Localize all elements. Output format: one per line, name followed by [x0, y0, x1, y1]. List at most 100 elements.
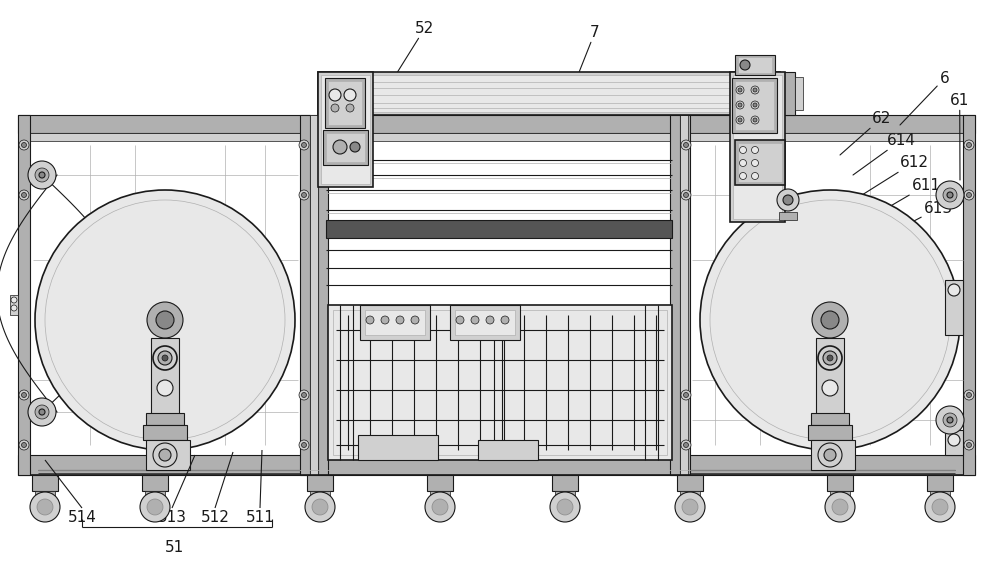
- Circle shape: [425, 492, 455, 522]
- Circle shape: [344, 89, 356, 101]
- Bar: [680, 491, 700, 499]
- Circle shape: [302, 142, 306, 148]
- Bar: [811, 413, 849, 425]
- Bar: [328, 305, 672, 460]
- Circle shape: [943, 413, 957, 427]
- Bar: [35, 491, 55, 499]
- Circle shape: [501, 316, 509, 324]
- Circle shape: [30, 492, 60, 522]
- Text: 61: 61: [950, 93, 969, 180]
- Circle shape: [22, 142, 26, 148]
- Circle shape: [752, 172, 759, 180]
- Circle shape: [147, 499, 163, 515]
- Circle shape: [925, 492, 955, 522]
- Circle shape: [751, 86, 759, 94]
- Circle shape: [11, 305, 17, 311]
- Circle shape: [675, 492, 705, 522]
- Circle shape: [333, 140, 347, 154]
- Bar: [18, 115, 310, 475]
- Text: 51: 51: [165, 540, 185, 555]
- Text: 611: 611: [870, 177, 941, 218]
- Bar: [945, 430, 963, 455]
- Bar: [18, 115, 975, 475]
- Bar: [310, 115, 318, 475]
- Circle shape: [700, 190, 960, 450]
- Circle shape: [818, 346, 842, 370]
- Bar: [827, 475, 853, 491]
- Circle shape: [302, 192, 306, 197]
- Circle shape: [740, 172, 746, 180]
- Circle shape: [832, 499, 848, 515]
- Circle shape: [299, 390, 309, 400]
- Circle shape: [19, 190, 29, 200]
- Text: 614: 614: [853, 132, 916, 175]
- Circle shape: [966, 443, 972, 448]
- Circle shape: [932, 499, 948, 515]
- Circle shape: [432, 499, 448, 515]
- Text: 511: 511: [246, 510, 274, 525]
- Circle shape: [158, 351, 172, 365]
- Bar: [333, 310, 667, 455]
- Bar: [963, 115, 975, 475]
- Circle shape: [738, 103, 742, 107]
- Circle shape: [777, 189, 799, 211]
- Circle shape: [305, 492, 335, 522]
- Circle shape: [157, 380, 173, 396]
- Bar: [307, 475, 333, 491]
- Circle shape: [329, 89, 341, 101]
- Bar: [151, 338, 179, 418]
- Text: 7: 7: [570, 25, 600, 95]
- Bar: [310, 491, 330, 499]
- Text: 514: 514: [68, 510, 96, 525]
- Circle shape: [411, 316, 419, 324]
- Circle shape: [302, 393, 306, 398]
- Bar: [735, 140, 785, 185]
- Bar: [34, 412, 50, 420]
- Circle shape: [22, 393, 26, 398]
- Circle shape: [812, 302, 848, 338]
- Circle shape: [684, 443, 688, 448]
- Circle shape: [456, 316, 464, 324]
- Circle shape: [381, 316, 389, 324]
- Bar: [10, 295, 18, 315]
- Circle shape: [471, 316, 479, 324]
- Circle shape: [818, 443, 842, 467]
- Bar: [942, 185, 958, 193]
- Bar: [23, 120, 970, 470]
- Circle shape: [350, 142, 360, 152]
- Circle shape: [753, 88, 757, 92]
- Bar: [733, 75, 782, 219]
- Bar: [326, 133, 365, 162]
- Bar: [811, 440, 855, 470]
- Bar: [34, 165, 50, 173]
- Bar: [735, 81, 774, 130]
- Bar: [730, 72, 785, 222]
- Circle shape: [22, 192, 26, 197]
- Circle shape: [35, 168, 49, 182]
- Text: 62: 62: [840, 111, 891, 155]
- Bar: [18, 115, 30, 475]
- Bar: [795, 77, 803, 110]
- Circle shape: [736, 86, 744, 94]
- Bar: [32, 475, 58, 491]
- Circle shape: [738, 118, 742, 122]
- Circle shape: [740, 60, 750, 70]
- Circle shape: [35, 405, 49, 419]
- Circle shape: [396, 316, 404, 324]
- Bar: [318, 115, 680, 475]
- Circle shape: [346, 104, 354, 112]
- Text: 6: 6: [900, 71, 950, 125]
- Circle shape: [751, 101, 759, 109]
- Circle shape: [936, 181, 964, 209]
- Circle shape: [824, 449, 836, 461]
- Bar: [455, 310, 515, 335]
- Circle shape: [684, 142, 688, 148]
- Circle shape: [162, 355, 168, 361]
- Bar: [321, 75, 370, 184]
- Bar: [143, 425, 187, 440]
- Circle shape: [966, 142, 972, 148]
- Text: 513: 513: [158, 510, 186, 525]
- Bar: [450, 305, 520, 340]
- Circle shape: [783, 195, 793, 205]
- Circle shape: [11, 297, 17, 303]
